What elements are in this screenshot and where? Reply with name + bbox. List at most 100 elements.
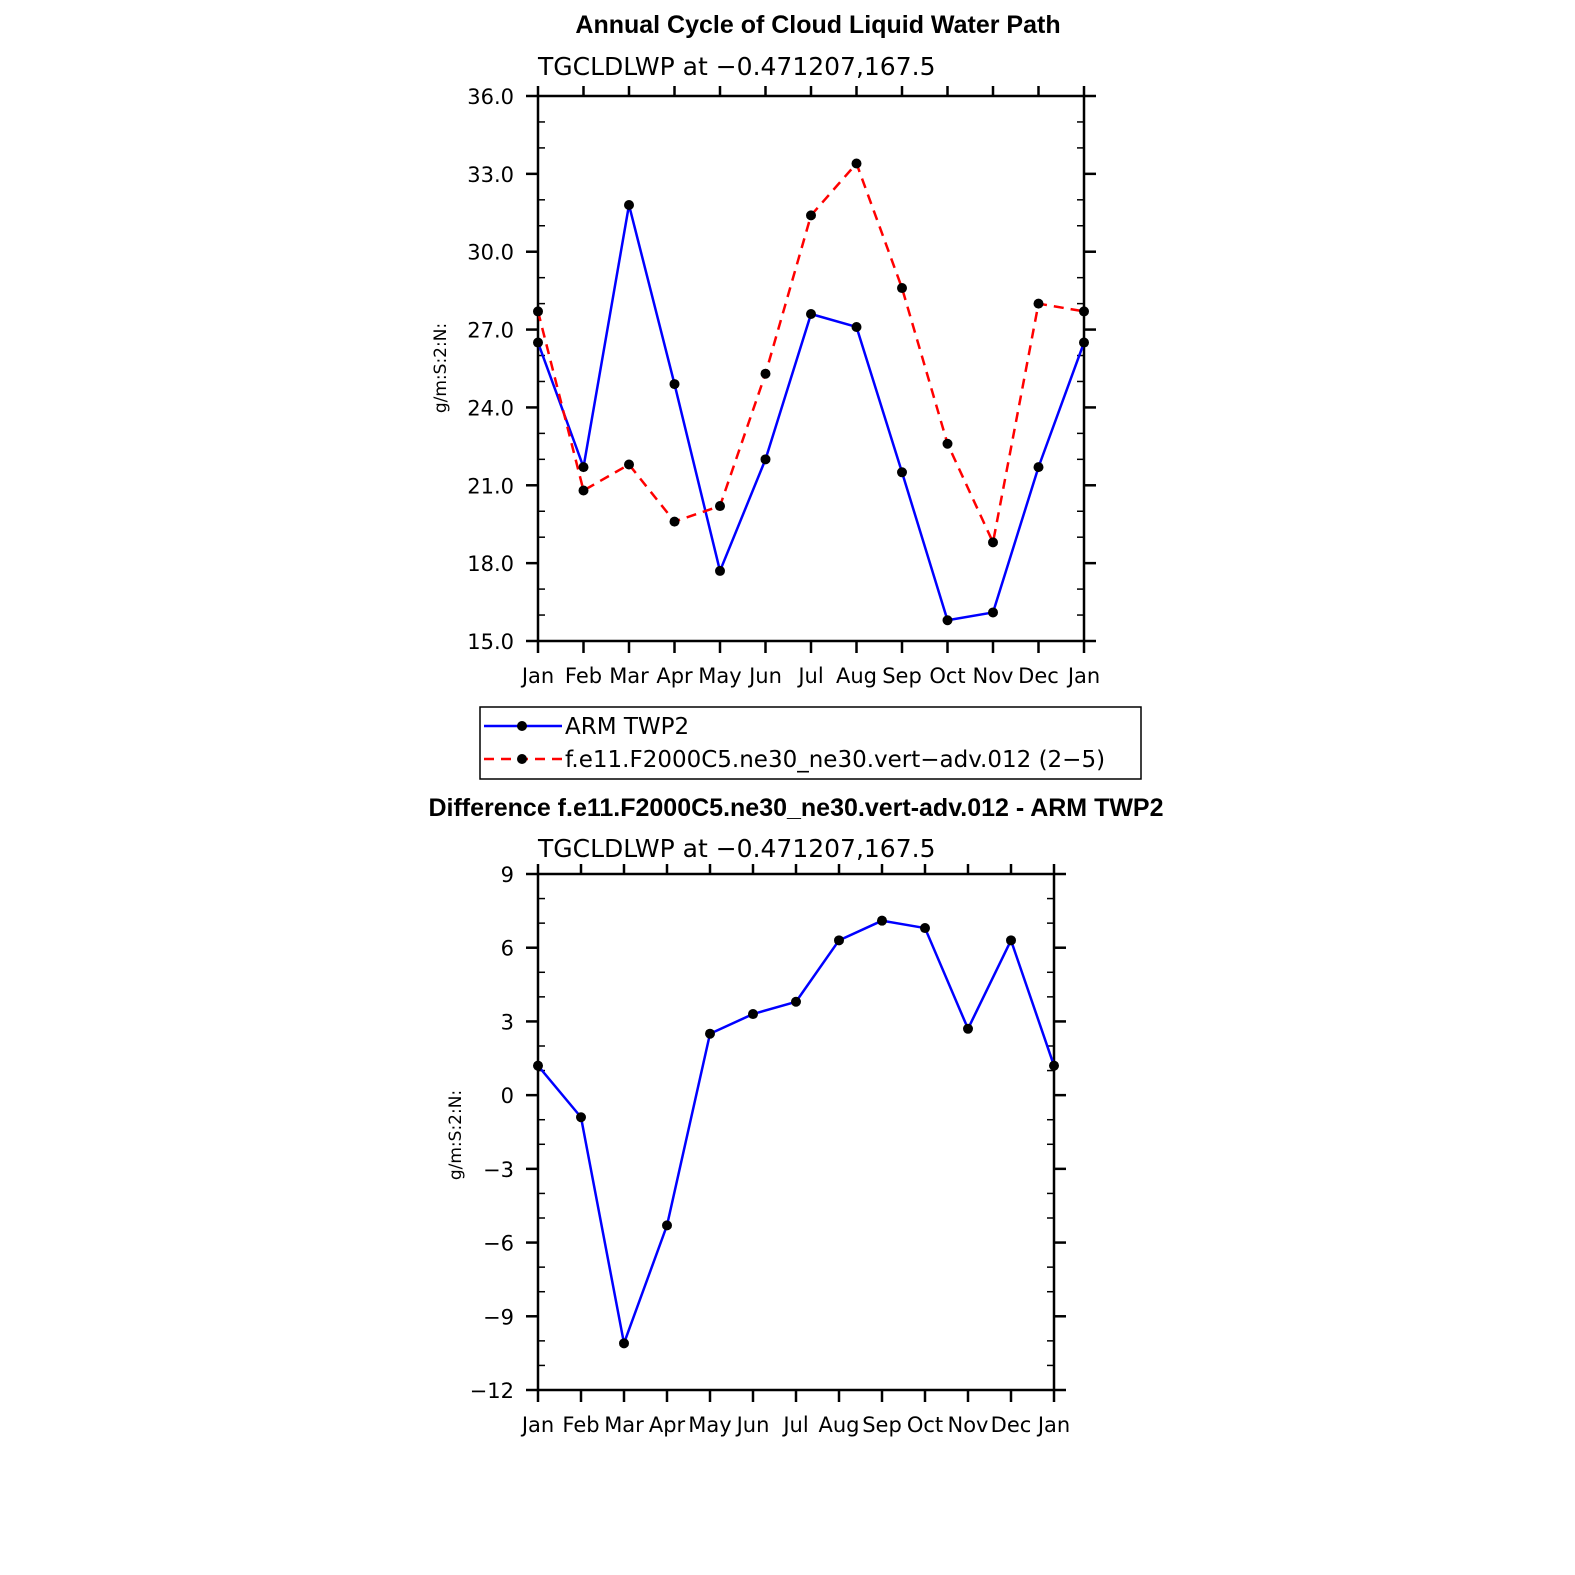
legend-entry-model: f.e11.F2000C5.ne30_ne30.vert−adv.012 (2−… [484, 747, 1105, 773]
legend-label: f.e11.F2000C5.ne30_ne30.vert−adv.012 (2−… [565, 747, 1105, 773]
x-tick-label: Apr [656, 664, 693, 688]
x-tick-label: Sep [882, 664, 922, 688]
x-tick-label: Feb [562, 1413, 599, 1437]
data-point [578, 485, 589, 496]
data-point [942, 615, 953, 626]
data-point [897, 283, 907, 294]
data-point [988, 607, 998, 618]
data-point [669, 379, 680, 390]
data-point [760, 368, 771, 379]
x-tick-label: May [688, 1413, 731, 1437]
legend-box [479, 706, 1142, 780]
y-tick-label: −6 [483, 1232, 514, 1256]
data-point [576, 1112, 586, 1123]
x-tick-label: Jan [520, 664, 554, 688]
series-line [537, 919, 1056, 1345]
data-point [988, 537, 998, 548]
legend: ARM TWP2 f.e11.F2000C5.ne30_ne30.vert−ad… [479, 706, 1142, 780]
x-tick-label: Aug [818, 1413, 859, 1437]
data-point [806, 309, 816, 319]
chart-title: Difference f.e11.F2000C5.ne30_ne30.vert-… [428, 794, 1163, 822]
data-point [1033, 462, 1044, 473]
y-tick-label: 18.0 [467, 552, 514, 576]
y-tick-label: 36.0 [467, 85, 514, 109]
x-tick-label: Mar [604, 1413, 644, 1437]
x-tick-label: Jan [1036, 1413, 1070, 1437]
y-tick-label: 24.0 [467, 396, 514, 420]
data-point [1079, 337, 1089, 348]
x-tick-label: Nov [973, 664, 1014, 688]
annual-cycle-chart: Annual Cycle of Cloud Liquid Water Path … [431, 11, 1100, 688]
data-point [533, 337, 543, 348]
x-tick-label: May [698, 664, 741, 688]
data-point [963, 1023, 973, 1034]
chart-subtitle: TGCLDLWP at −0.471207,167.5 [537, 834, 935, 863]
difference-chart: Difference f.e11.F2000C5.ne30_ne30.vert-… [428, 794, 1163, 1437]
y-tick-label: −9 [483, 1305, 514, 1329]
y-tick-label: 3 [501, 1010, 514, 1034]
x-tick-label: Jun [735, 1413, 770, 1437]
chart-title: Annual Cycle of Cloud Liquid Water Path [575, 11, 1060, 39]
data-point [624, 200, 634, 210]
y-tick-label: 0 [501, 1084, 514, 1108]
x-tick-label: Dec [1018, 664, 1059, 688]
series-line [536, 203, 1086, 622]
data-point [851, 321, 862, 332]
data-point [791, 996, 801, 1007]
legend-marker [517, 721, 527, 731]
x-tick-label: Jan [1066, 664, 1100, 688]
data-point [851, 158, 862, 169]
data-point [806, 210, 816, 221]
data-point [715, 565, 725, 576]
data-point [619, 1338, 629, 1349]
data-point [1033, 298, 1044, 309]
y-tick-label: 9 [501, 863, 514, 887]
x-tick-label: Sep [862, 1413, 902, 1437]
data-point [705, 1028, 715, 1039]
x-tick-label: Jan [520, 1413, 554, 1437]
data-point [715, 501, 725, 512]
legend-label: ARM TWP2 [565, 714, 689, 740]
data-point [942, 438, 953, 449]
x-tick-label: Apr [649, 1413, 686, 1437]
x-tick-label: Jul [781, 1413, 808, 1437]
data-point [1079, 306, 1089, 317]
x-tick-label: Jul [796, 664, 823, 688]
y-tick-label: 30.0 [467, 241, 514, 265]
data-point [669, 516, 680, 527]
data-point [760, 454, 771, 465]
y-tick-label: 15.0 [467, 630, 514, 654]
data-point [920, 923, 930, 934]
data-point [578, 462, 589, 473]
data-point [533, 306, 543, 317]
y-axis-label: g/m:S:2:N: [431, 323, 451, 413]
x-tick-label: Dec [991, 1413, 1032, 1437]
data-point [1049, 1060, 1059, 1071]
y-tick-label: −3 [483, 1158, 514, 1182]
x-tick-label: Oct [929, 664, 965, 688]
y-axis-label: g/m:S:2:N: [446, 1090, 466, 1180]
data-point [897, 467, 907, 478]
x-tick-label: Oct [907, 1413, 943, 1437]
x-tick-label: Mar [609, 664, 649, 688]
plot-frame [536, 872, 1056, 1392]
data-point [748, 1009, 758, 1020]
plot-frame [536, 94, 1086, 643]
x-tick-label: Jun [747, 664, 782, 688]
data-point [662, 1220, 672, 1231]
legend-entry-arm-twp2: ARM TWP2 [484, 714, 689, 740]
x-tick-label: Feb [565, 664, 602, 688]
y-tick-label: 21.0 [467, 474, 514, 498]
chart-subtitle: TGCLDLWP at −0.471207,167.5 [537, 52, 935, 81]
y-tick-label: −12 [470, 1379, 514, 1403]
y-tick-label: 6 [501, 937, 514, 961]
data-point [834, 935, 844, 946]
legend-marker [517, 754, 527, 764]
x-tick-label: Nov [948, 1413, 989, 1437]
data-point [1006, 935, 1016, 946]
data-point [624, 459, 634, 470]
x-tick-label: Aug [836, 664, 877, 688]
data-point [533, 1060, 543, 1071]
y-tick-label: 27.0 [467, 319, 514, 343]
